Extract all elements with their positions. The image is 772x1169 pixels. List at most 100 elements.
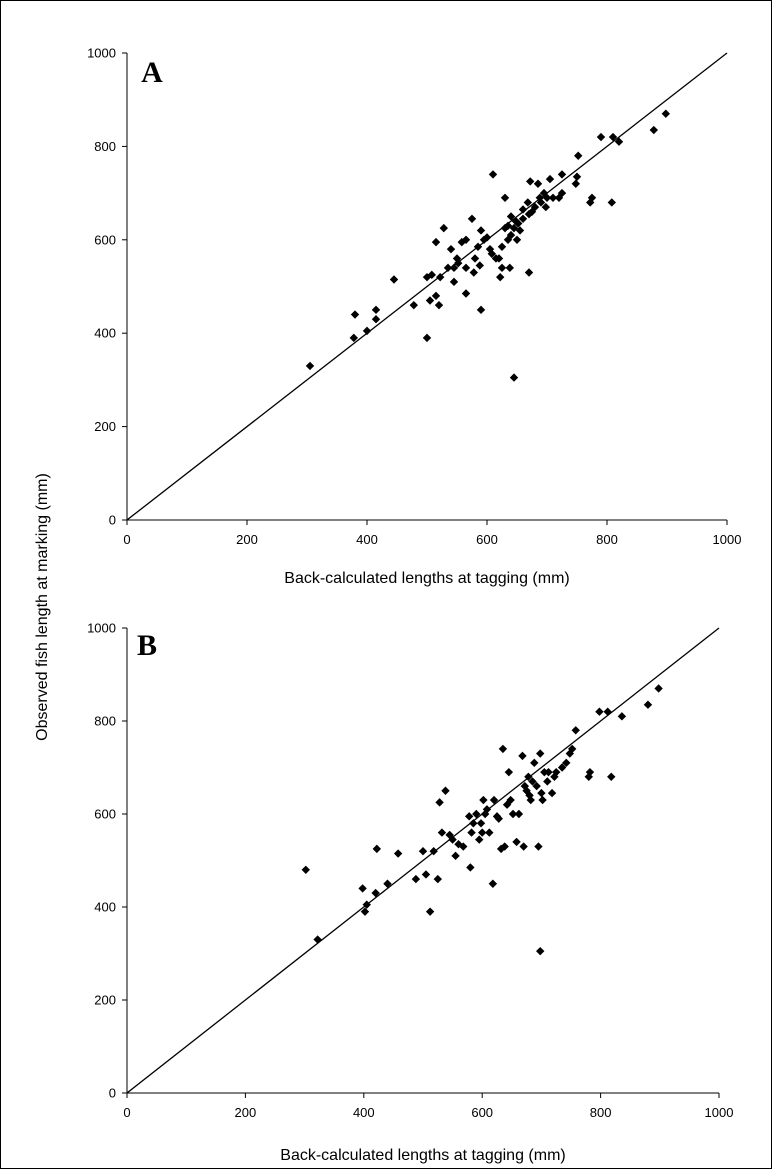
- data-point: [530, 758, 539, 768]
- data-point: [526, 177, 535, 186]
- y-tick-label: 600: [94, 232, 116, 247]
- data-point: [459, 842, 468, 851]
- data-point: [482, 805, 492, 814]
- data-point: [550, 772, 559, 781]
- data-point: [518, 751, 527, 761]
- data-point: [519, 842, 528, 851]
- data-point: [422, 333, 432, 343]
- data-point: [489, 795, 499, 805]
- data-point: [514, 219, 523, 228]
- data-point: [661, 109, 670, 118]
- data-point: [532, 781, 541, 791]
- x-tick-label: 800: [596, 532, 618, 547]
- y-tick-label: 400: [94, 326, 116, 341]
- y-tick-label: 800: [94, 139, 116, 154]
- scatter-chart-b: 0 200 400 600 800 1000 0 200 400 600 800 1000 Back-c…: [87, 621, 733, 1165]
- data-point: [476, 305, 486, 315]
- data-point: [494, 254, 504, 263]
- data-point: [562, 758, 571, 768]
- data-point: [435, 798, 444, 807]
- data-point: [466, 863, 475, 872]
- data-point: [506, 212, 516, 221]
- data-point: [482, 233, 492, 242]
- data-point: [596, 132, 606, 142]
- data-point: [441, 786, 450, 795]
- data-point: [500, 193, 510, 202]
- data-point: [654, 684, 663, 693]
- data-point: [586, 198, 595, 207]
- data-point: [506, 230, 516, 240]
- data-point: [565, 749, 575, 758]
- y-tick-label: 0: [109, 513, 116, 528]
- x-axis-title: Back-calculated lengths at tagging (mm): [280, 1147, 565, 1164]
- data-point: [305, 361, 315, 371]
- data-point: [535, 193, 544, 202]
- panel-label: A: [141, 56, 163, 89]
- data-point: [528, 777, 537, 786]
- data-point: [470, 254, 480, 263]
- data-point: [574, 151, 583, 160]
- data-point: [371, 305, 381, 315]
- data-point: [544, 767, 553, 777]
- data-point: [350, 310, 360, 319]
- shared-y-axis-title: Observed fish length at marking (mm): [34, 473, 51, 741]
- data-point: [514, 809, 524, 819]
- data-point: [557, 763, 567, 772]
- x-tick-label: 200: [235, 1105, 257, 1120]
- data-point: [525, 791, 534, 800]
- data-point: [523, 198, 532, 207]
- data-point: [506, 795, 515, 805]
- data-point: [537, 788, 546, 798]
- data-point: [454, 258, 463, 268]
- data-point: [587, 193, 597, 202]
- data-point: [475, 835, 484, 844]
- panel-label: B: [137, 629, 157, 662]
- data-point: [371, 314, 381, 324]
- data-point: [500, 842, 509, 851]
- data-point: [461, 263, 471, 273]
- one-to-one-line: [126, 627, 720, 1094]
- data-point: [475, 261, 484, 270]
- x-tick-label: 1000: [705, 1105, 734, 1120]
- x-tick-label: 1000: [713, 532, 742, 547]
- y-tick-label: 1000: [87, 46, 116, 61]
- data-point: [617, 712, 627, 721]
- data-point: [512, 235, 522, 244]
- x-tick-label: 0: [123, 532, 130, 547]
- data-point: [608, 132, 618, 142]
- data-point: [557, 170, 567, 179]
- data-point: [533, 179, 543, 188]
- data-point: [449, 277, 459, 287]
- data-point: [494, 814, 503, 823]
- x-tick-label: 600: [476, 532, 498, 547]
- data-point: [487, 249, 496, 259]
- data-point: [509, 373, 519, 382]
- x-tick-label: 200: [236, 532, 258, 547]
- data-point: [595, 707, 604, 716]
- data-point: [548, 193, 558, 202]
- data-point: [643, 700, 653, 709]
- data-point: [585, 767, 595, 777]
- data-point: [524, 772, 533, 781]
- data-point: [454, 840, 463, 849]
- data-point: [433, 874, 442, 884]
- data-point: [500, 223, 510, 233]
- data-point: [418, 847, 428, 856]
- x-tick-label: 600: [471, 1105, 493, 1120]
- y-tick-label: 400: [94, 900, 116, 915]
- data-point: [571, 726, 580, 735]
- data-point: [518, 205, 528, 214]
- data-point: [476, 819, 486, 828]
- data-point: [571, 179, 580, 188]
- data-point: [505, 263, 514, 273]
- data-point: [449, 263, 459, 273]
- data-point: [431, 291, 441, 301]
- data-point: [476, 226, 486, 235]
- data-point: [511, 216, 520, 226]
- data-point: [389, 275, 399, 284]
- data-point: [497, 263, 507, 273]
- data-point: [473, 242, 483, 252]
- one-to-one-line: [126, 52, 728, 521]
- data-point: [515, 226, 525, 235]
